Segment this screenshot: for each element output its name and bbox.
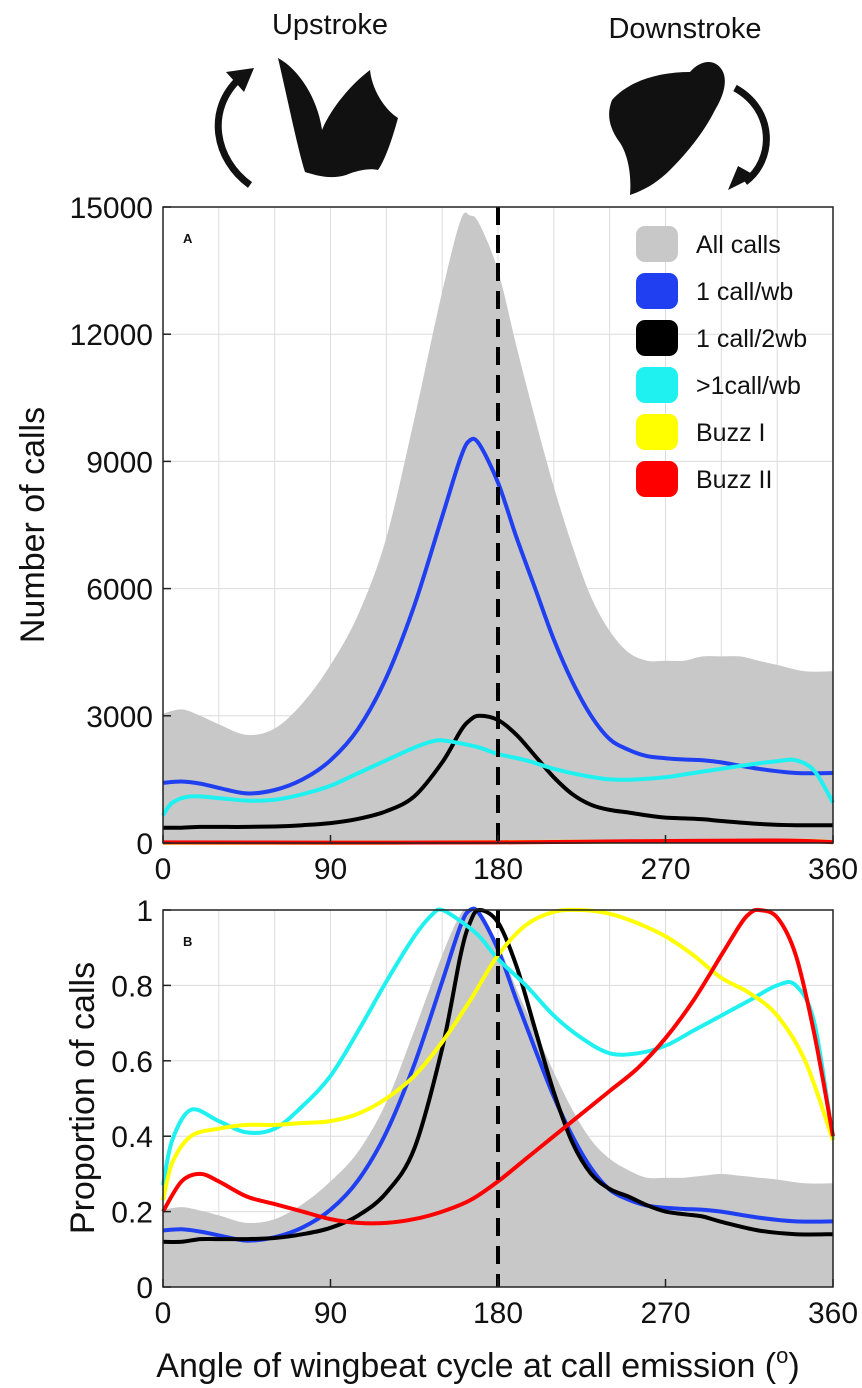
panel-a-y-tick-label: 9000 xyxy=(86,446,153,479)
panel-b-series-all-calls xyxy=(163,909,833,1287)
legend-label-1-call-wb: 1 call/wb xyxy=(696,278,793,306)
panel-a-y-tick-label: 0 xyxy=(136,828,153,861)
downstroke-label: Downstroke xyxy=(608,13,761,45)
legend-swatch-1-call-2wb xyxy=(636,320,678,356)
panel-a-series-1call-wb xyxy=(161,738,835,817)
bat-upstroke-icon xyxy=(278,58,398,178)
legend: All calls 1 call/wb 1 call/2wb >1call/wb Buz… xyxy=(636,226,807,497)
panel-a-x-tick-label: 180 xyxy=(473,853,523,886)
panel-a-y-tick-label: 15000 xyxy=(70,192,153,225)
legend-swatch-all-calls xyxy=(636,226,678,262)
y-axis-label-a: Number of calls xyxy=(14,407,52,643)
x-axis-label-b: Angle of wingbeat cycle at call emission… xyxy=(156,1343,799,1385)
legend-label-1-call-2wb: 1 call/2wb xyxy=(696,325,807,353)
panel-a-letter: A xyxy=(183,231,193,246)
panel-b-x-tick-label: 0 xyxy=(155,1297,172,1330)
legend-label-1call-wb: >1call/wb xyxy=(696,372,801,400)
legend-label-buzz-i: Buzz I xyxy=(696,419,765,447)
panel-b-y-tick-label: 1 xyxy=(136,895,153,928)
panel-a-x-tick-label: 360 xyxy=(808,853,858,886)
panel-b-x-tick-label: 90 xyxy=(314,1297,347,1330)
panel-a-x-tick-label: 270 xyxy=(640,853,690,886)
panel-b: 0 90 180 270 360 0 0.2 0.4 0.6 0.8 1 B xyxy=(111,895,858,1330)
panel-b-y-tick-label: 0.2 xyxy=(111,1197,153,1230)
panel-b-y-tick-label: 0 xyxy=(136,1272,153,1305)
upstroke-label: Upstroke xyxy=(272,9,388,41)
legend-swatch-1call-wb xyxy=(636,367,678,403)
panel-b-x-tick-label: 360 xyxy=(808,1297,858,1330)
panel-a-x-tick-label: 0 xyxy=(155,853,172,886)
legend-swatch-buzz-i xyxy=(636,414,678,450)
panel-b-x-tick-label: 270 xyxy=(640,1297,690,1330)
panel-a-series-1-call-wb xyxy=(162,436,834,796)
bat-downstroke-icon xyxy=(609,61,725,195)
panel-b-x-tick-label: 180 xyxy=(473,1297,523,1330)
svg-text:Angle of wingbeat cycle at cal: Angle of wingbeat cycle at call emission… xyxy=(156,1343,799,1385)
panel-a-x-tick-label: 90 xyxy=(314,853,347,886)
panel-b-series-buzz-i xyxy=(161,907,835,1201)
panel-a-y-tick-label: 3000 xyxy=(86,701,153,734)
legend-label-all-calls: All calls xyxy=(696,231,781,259)
panel-a: 0 90 180 270 360 0 3000 6000 9000 12000 15000 A All … xyxy=(70,192,858,886)
panel-a-y-tick-label: 12000 xyxy=(70,319,153,352)
panel-b-letter: B xyxy=(183,934,192,949)
curved-arrow-up-icon xyxy=(214,68,254,188)
curved-arrow-down-icon xyxy=(728,84,770,190)
panel-b-y-tick-label: 0.6 xyxy=(111,1046,153,1079)
legend-swatch-buzz-ii xyxy=(636,461,678,497)
legend-swatch-1-call-wb xyxy=(636,273,678,309)
panel-b-y-tick-label: 0.4 xyxy=(111,1121,153,1154)
panel-b-series-1call-wb xyxy=(161,907,835,1186)
legend-label-buzz-ii: Buzz II xyxy=(696,466,772,494)
y-axis-label-b: Proportion of calls xyxy=(64,962,102,1234)
panel-a-y-tick-label: 6000 xyxy=(86,574,153,607)
panel-b-y-tick-label: 0.8 xyxy=(111,970,153,1003)
